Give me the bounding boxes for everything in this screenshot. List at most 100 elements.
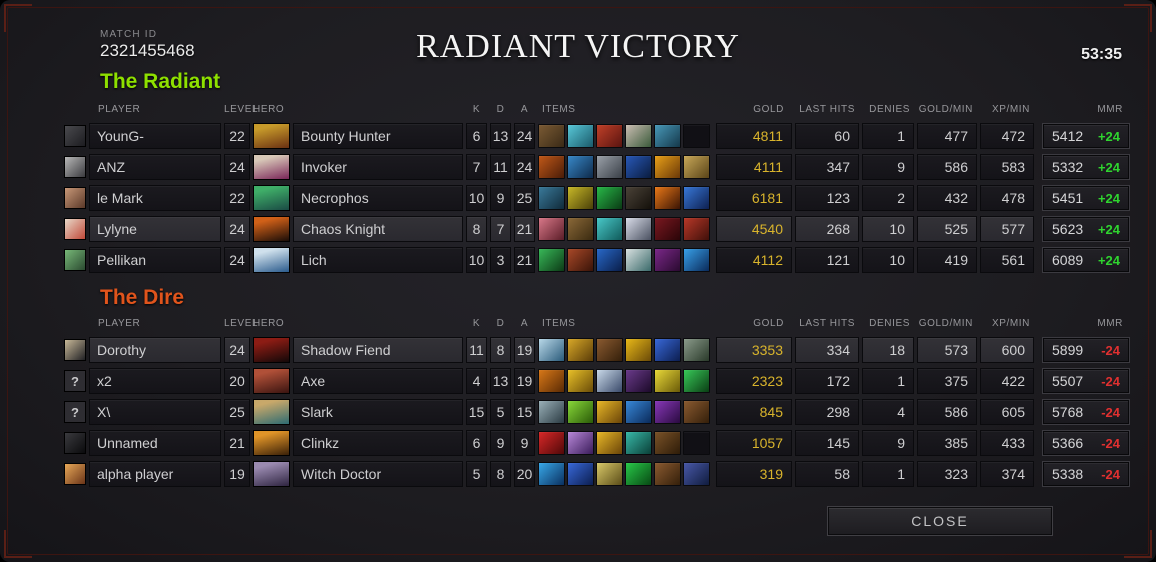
- item-icon: [625, 431, 652, 455]
- item-icon: [625, 462, 652, 486]
- hero-name: Clinkz: [293, 430, 463, 456]
- player-row[interactable]: alpha player 19 Witch Doctor 5 8 20 319 …: [64, 461, 1129, 487]
- item-icon: [654, 248, 681, 272]
- assists-value: 24: [514, 154, 535, 180]
- mmr-cell: 5899 -24: [1037, 337, 1129, 363]
- item-icon: [683, 186, 710, 210]
- assists-value: 9: [514, 430, 535, 456]
- deaths-value: 9: [490, 430, 511, 456]
- item-icon: [654, 462, 681, 486]
- item-icon: [567, 369, 594, 393]
- player-row[interactable]: Pellikan 24 Lich 10 3 21 4112 121 10 419…: [64, 247, 1129, 273]
- item-icon: [596, 217, 623, 241]
- col-header-hero: HERO: [253, 318, 285, 329]
- item-icon: [538, 338, 565, 362]
- item-slots: [538, 216, 713, 242]
- hero-name: Necrophos: [293, 185, 463, 211]
- denies-value: 18: [862, 337, 914, 363]
- player-row[interactable]: ANZ 24 Invoker 7 11 24 4111 347 9 586 58…: [64, 154, 1129, 180]
- frame-corner-ornament: [4, 530, 32, 558]
- col-header-deaths: D: [496, 104, 505, 115]
- mmr-delta: -24: [1101, 466, 1120, 482]
- player-name: Dorothy: [89, 337, 221, 363]
- item-icon: [683, 155, 710, 179]
- hero-name: Lich: [293, 247, 463, 273]
- denies-value: 2: [862, 185, 914, 211]
- mmr-cell: 5507 -24: [1037, 368, 1129, 394]
- player-name: x2: [89, 368, 221, 394]
- mmr-delta: -24: [1101, 342, 1120, 358]
- player-level: 24: [224, 337, 250, 363]
- mmr-box: 5507 -24: [1043, 369, 1129, 393]
- player-row[interactable]: ? x2 20 Axe 4 13 19 2323 172 1 375 422 5…: [64, 368, 1129, 394]
- assists-value: 24: [514, 123, 535, 149]
- item-icon: [625, 248, 652, 272]
- player-level: 20: [224, 368, 250, 394]
- gold-per-min-value: 432: [917, 185, 977, 211]
- player-level: 24: [224, 247, 250, 273]
- xp-per-min-value: 472: [980, 123, 1034, 149]
- mmr-box: 5451 +24: [1043, 186, 1129, 210]
- item-icon: [538, 186, 565, 210]
- last-hits-value: 58: [795, 461, 859, 487]
- deaths-value: 11: [490, 154, 511, 180]
- hero-portrait: [253, 185, 290, 211]
- kills-value: 11: [466, 337, 487, 363]
- player-row[interactable]: le Mark 22 Necrophos 10 9 25 6181 123 2 …: [64, 185, 1129, 211]
- deaths-value: 8: [490, 337, 511, 363]
- gold-value: 6181: [716, 185, 792, 211]
- hero-name: Slark: [293, 399, 463, 425]
- victory-title: RADIANT VICTORY: [416, 28, 740, 65]
- item-slots: [538, 185, 713, 211]
- col-header-level: LEVEL: [224, 318, 259, 329]
- player-level: 24: [224, 154, 250, 180]
- item-icon: [596, 248, 623, 272]
- col-header-denies: DENIES: [869, 104, 910, 115]
- player-row[interactable]: Unnamed 21 Clinkz 6 9 9 1057 145 9 385 4…: [64, 430, 1129, 456]
- item-icon: [567, 462, 594, 486]
- player-avatar: [64, 156, 86, 178]
- col-header-hero: HERO: [253, 104, 285, 115]
- close-button[interactable]: CLOSE: [828, 507, 1052, 535]
- item-icon: [683, 462, 710, 486]
- player-row[interactable]: ? X\ 25 Slark 15 5 15 845 298 4 586 605 …: [64, 399, 1129, 425]
- hero-name: Shadow Fiend: [293, 337, 463, 363]
- player-row[interactable]: Lylyne 24 Chaos Knight 8 7 21 4540 268 1…: [64, 216, 1129, 242]
- player-avatar: [64, 432, 86, 454]
- hero-portrait: [253, 337, 290, 363]
- gold-per-min-value: 573: [917, 337, 977, 363]
- col-header-gold-per-min: GOLD/MIN: [918, 318, 973, 329]
- player-name: ANZ: [89, 154, 221, 180]
- mmr-delta: -24: [1101, 435, 1120, 451]
- player-level: 21: [224, 430, 250, 456]
- gold-per-min-value: 419: [917, 247, 977, 273]
- item-icon: [654, 124, 681, 148]
- empty-item-slot: [683, 124, 710, 148]
- mmr-delta: +24: [1097, 190, 1120, 206]
- item-icon: [683, 369, 710, 393]
- mmr-delta: +24: [1097, 159, 1120, 175]
- team-name-radiant: The Radiant: [100, 70, 221, 93]
- deaths-value: 9: [490, 185, 511, 211]
- assists-value: 25: [514, 185, 535, 211]
- assists-value: 20: [514, 461, 535, 487]
- denies-value: 1: [862, 461, 914, 487]
- player-row[interactable]: YounG- 22 Bounty Hunter 6 13 24 4811 60 …: [64, 123, 1129, 149]
- item-icon: [538, 400, 565, 424]
- mmr-box: 5338 -24: [1043, 462, 1129, 486]
- last-hits-value: 60: [795, 123, 859, 149]
- match-id-block: MATCH ID 2321455468: [100, 29, 195, 61]
- col-header-xp-per-min: XP/MIN: [991, 104, 1030, 115]
- gold-value: 4111: [716, 154, 792, 180]
- xp-per-min-value: 422: [980, 368, 1034, 394]
- item-icon: [596, 186, 623, 210]
- hero-portrait: [253, 368, 290, 394]
- last-hits-value: 123: [795, 185, 859, 211]
- item-icon: [683, 400, 710, 424]
- player-row[interactable]: Dorothy 24 Shadow Fiend 11 8 19 3353 334…: [64, 337, 1129, 363]
- dire-player-rows: Dorothy 24 Shadow Fiend 11 8 19 3353 334…: [64, 337, 1129, 487]
- item-icon: [625, 400, 652, 424]
- kills-value: 15: [466, 399, 487, 425]
- mmr-value: 5332: [1052, 159, 1084, 175]
- gold-per-min-value: 323: [917, 461, 977, 487]
